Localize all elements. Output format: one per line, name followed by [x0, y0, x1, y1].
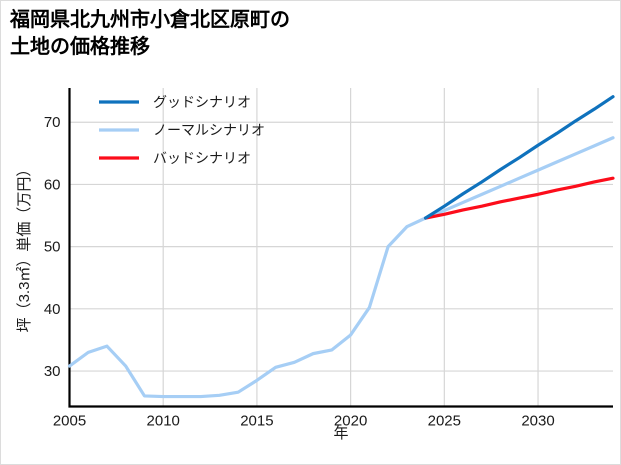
y-tick-label: 40 [44, 301, 61, 318]
legend-label-1: ノーマルシナリオ [153, 122, 265, 138]
legend-label-2: バッドシナリオ [153, 150, 251, 166]
legend-label-0: グッドシナリオ [153, 94, 251, 110]
x-tick-label: 2025 [428, 413, 461, 430]
y-tick-label: 60 [44, 176, 61, 193]
series-line-グッドシナリオ [423, 95, 615, 220]
data-series [67, 95, 615, 399]
y-tick-label: 30 [44, 363, 61, 380]
page-title: 福岡県北九州市小倉北区原町の 土地の価格推移 [10, 9, 290, 58]
series-line-バッドシナリオ [423, 176, 615, 220]
x-tick-labels: 2005 2010 2015 2020 2025 2030 [53, 413, 555, 430]
y-tick-label: 70 [44, 114, 61, 131]
x-tick-label: 2020 [334, 413, 367, 430]
y-tick-labels: 30 40 50 60 70 [44, 114, 61, 380]
axis-spines [68, 88, 613, 408]
y-tick-label: 50 [44, 239, 61, 256]
y-axis-title: 坪（3.3㎡）単価（万円） [16, 162, 33, 333]
x-tick-label: 2010 [147, 413, 180, 430]
series-line-ノーマルシナリオ [67, 136, 615, 399]
gridlines [68, 88, 613, 407]
plot-axes [68, 88, 613, 408]
x-tick-label: 2005 [53, 413, 86, 430]
x-tick-label: 2015 [240, 413, 273, 430]
x-tick-label: 2030 [521, 413, 554, 430]
x-axis-title: 年 [333, 425, 348, 442]
